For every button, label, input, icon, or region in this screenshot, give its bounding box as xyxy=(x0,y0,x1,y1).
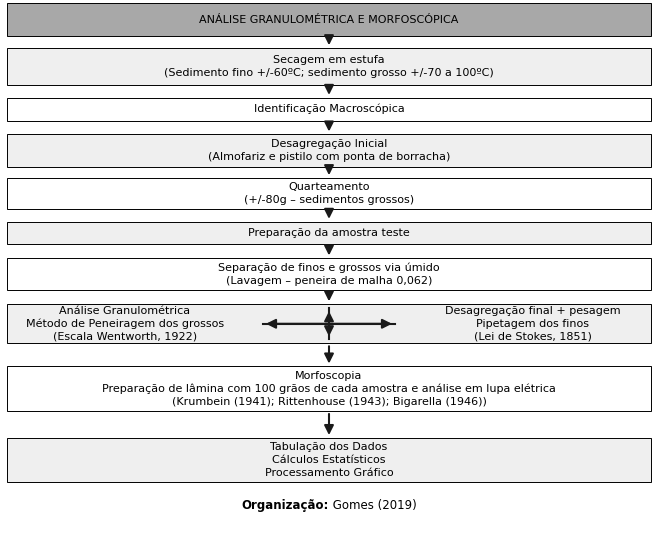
Text: Secagem em estufa
(Sedimento fino +/-60ºC; sedimento grosso +/-70 a 100ºC): Secagem em estufa (Sedimento fino +/-60º… xyxy=(164,55,494,78)
Bar xyxy=(7,222,651,244)
Bar xyxy=(7,48,651,85)
Bar xyxy=(7,366,651,411)
Bar xyxy=(7,438,651,482)
Bar xyxy=(7,178,651,209)
Bar xyxy=(7,98,651,121)
Text: ANÁLISE GRANULOMÉTRICA E MORFOSCÓPICA: ANÁLISE GRANULOMÉTRICA E MORFOSCÓPICA xyxy=(199,15,459,25)
Bar xyxy=(7,304,651,343)
Text: Tabulação dos Dados
Cálculos Estatísticos
Processamento Gráfico: Tabulação dos Dados Cálculos Estatístico… xyxy=(265,442,393,478)
Text: Separação de finos e grossos via úmido
(Lavagem – peneira de malha 0,062): Separação de finos e grossos via úmido (… xyxy=(218,263,440,286)
Text: Gomes (2019): Gomes (2019) xyxy=(329,499,417,512)
Text: Organização:: Organização: xyxy=(241,499,329,512)
Text: Quarteamento
(+/-80g – sedimentos grossos): Quarteamento (+/-80g – sedimentos grosso… xyxy=(244,182,414,205)
Bar xyxy=(7,134,651,167)
Text: Morfoscopia
Preparação de lâmina com 100 grãos de cada amostra e análise em lupa: Morfoscopia Preparação de lâmina com 100… xyxy=(102,371,556,407)
Bar xyxy=(7,258,651,290)
Text: Preparação da amostra teste: Preparação da amostra teste xyxy=(248,228,410,238)
Bar xyxy=(7,3,651,36)
Text: Desagregação final + pesagem
Pipetagem dos finos
(Lei de Stokes, 1851): Desagregação final + pesagem Pipetagem d… xyxy=(445,306,620,342)
Text: Análise Granulométrica
Método de Peneiragem dos grossos
(Escala Wentworth, 1922): Análise Granulométrica Método de Peneira… xyxy=(26,306,224,342)
Text: Identificação Macroscópica: Identificação Macroscópica xyxy=(253,104,405,115)
Text: Desagregação Inicial
(Almofariz e pistilo com ponta de borracha): Desagregação Inicial (Almofariz e pistil… xyxy=(208,139,450,162)
